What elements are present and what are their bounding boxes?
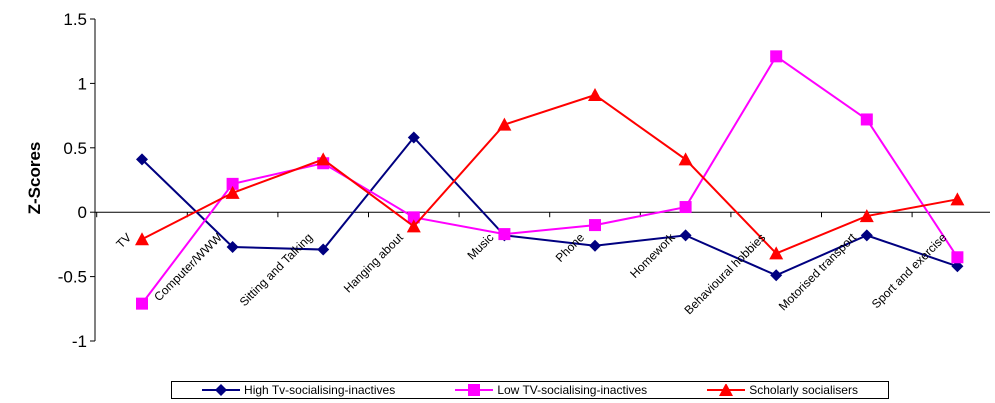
legend-swatch (707, 384, 746, 396)
legend-label: High Tv-socialising-inactives (244, 383, 396, 397)
data-point (859, 209, 874, 223)
data-point (226, 240, 239, 253)
data-point (679, 201, 692, 214)
data-point (406, 219, 421, 233)
series-line (141, 135, 958, 277)
line-chart: Z-Scores -1 -0.5 0 0.5 1 1.5 TV Computer/WWW Si… (25, 10, 990, 351)
legend-swatch (202, 384, 241, 396)
data-point (136, 153, 148, 166)
y-tick-label: 0.5 (63, 139, 87, 158)
data-point (769, 246, 784, 260)
legend-item-3: Scholarly socialisers (707, 383, 858, 397)
x-tick-label: Hanging about (341, 230, 407, 296)
x-tick-label: Behavioural hobbies (682, 230, 769, 317)
data-point (497, 117, 512, 131)
x-tick-label: Music (464, 230, 496, 262)
data-point (951, 251, 964, 264)
data-point (407, 211, 420, 224)
axes (90, 18, 990, 342)
data-point (316, 152, 331, 166)
x-tick-label: Phone (553, 230, 588, 265)
x-tick-label: Sport and exercise (869, 230, 950, 311)
data-point (225, 185, 240, 199)
y-axis-label: Z-Scores (25, 142, 44, 215)
y-tick-label: -1 (72, 332, 87, 351)
x-tick-label: TV (113, 230, 134, 251)
data-point (589, 219, 601, 232)
data-point (950, 192, 965, 206)
data-point (498, 228, 511, 241)
data-point (588, 87, 602, 101)
legend-label: Scholarly socialisers (749, 383, 858, 397)
data-point (407, 131, 420, 144)
data-point (770, 269, 783, 282)
data-point (678, 152, 693, 166)
series-2 (136, 50, 964, 310)
x-tick-label: Sitting and Talking (237, 230, 316, 309)
x-tick-labels: TV Computer/WWW Sitting and Talking Hanging… (113, 230, 949, 317)
series-3 (135, 87, 965, 260)
data-point (860, 229, 873, 242)
y-tick-labels: -1 -0.5 0 0.5 1 1.5 (58, 10, 87, 351)
data-point (860, 113, 873, 126)
series-line (141, 93, 958, 255)
y-tick-label: 1 (78, 74, 87, 93)
data-point (951, 260, 964, 273)
data-point (226, 177, 239, 190)
y-tick-label: 0 (78, 203, 87, 222)
data-point (770, 50, 783, 63)
x-tick-label: Motorised transport (776, 230, 859, 313)
data-point (589, 239, 601, 252)
legend-item-2: Low TV-socialising-inactives (455, 383, 647, 397)
x-tick-label: Homework (627, 230, 678, 281)
data-point (135, 232, 149, 246)
data-point (136, 297, 148, 310)
legend-swatch (455, 384, 494, 396)
legend: High Tv-socialising-inactives Low TV-soci… (171, 381, 889, 399)
series-layer (135, 50, 965, 310)
legend-item-1: High Tv-socialising-inactives (202, 383, 395, 397)
data-point (317, 243, 330, 256)
series-line (141, 54, 959, 305)
y-tick-label: 1.5 (63, 10, 87, 29)
data-point (679, 229, 692, 242)
y-tick-label: -0.5 (58, 268, 87, 287)
legend-label: Low TV-socialising-inactives (497, 383, 648, 397)
